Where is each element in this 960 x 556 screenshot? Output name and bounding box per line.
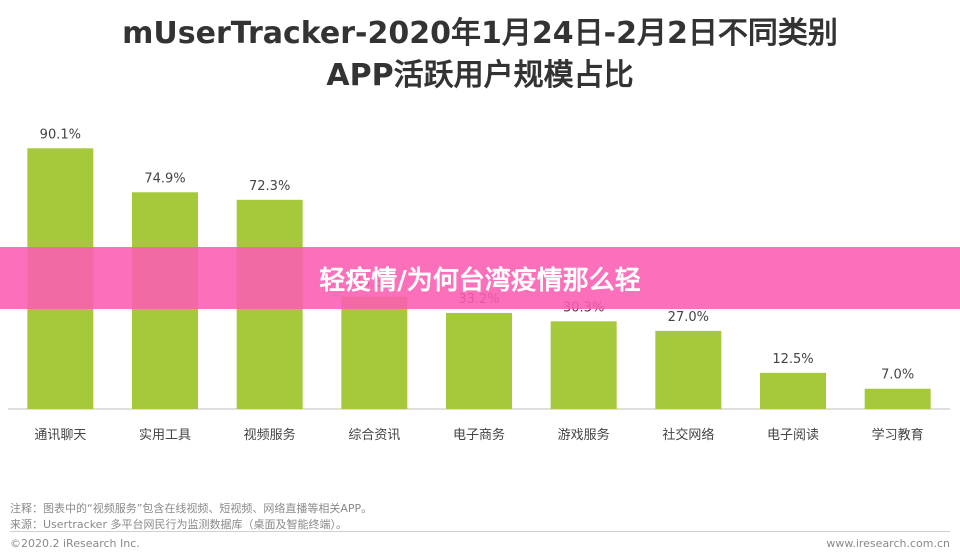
x-tick-label: 实用工具 [139, 428, 191, 443]
overlay-banner-text: 轻疫情/为何台湾疫情那么轻 [319, 265, 641, 296]
bar-value-label: 27.0% [668, 310, 709, 325]
x-tick-label: 通讯聊天 [34, 428, 86, 443]
bar[interactable] [446, 312, 512, 409]
website-text: www.iresearch.com.cn [826, 537, 950, 550]
bar-value-label: 90.1% [40, 127, 81, 142]
x-tick-label: 社交网络 [662, 427, 714, 443]
x-tick-label: 电子阅读 [767, 428, 819, 443]
x-tick-label: 电子商务 [453, 427, 505, 443]
chart-note: 注释：图表中的“视频服务”包含在线视频、短视频、网络直播等相关APP。 [10, 502, 373, 515]
bar[interactable] [550, 321, 617, 409]
chart-title: mUserTracker-2020年1月24日-2月2日不同类别 [122, 16, 838, 51]
chart-source: 来源：Usertracker 多平台网民行为监测数据库（桌面及智能终端）。 [10, 518, 347, 531]
bar-value-label: 7.0% [881, 368, 914, 383]
x-tick-label: 综合资讯 [348, 428, 400, 443]
bar[interactable] [655, 330, 722, 409]
bar-value-label: 72.3% [249, 179, 290, 194]
bar[interactable] [760, 372, 826, 409]
x-tick-label: 学习教育 [872, 427, 924, 443]
bar-value-label: 12.5% [772, 352, 813, 367]
footer-divider [10, 531, 950, 532]
bar-value-label: 74.9% [144, 171, 185, 186]
overlay-banner[interactable]: 轻疫情/为何台湾疫情那么轻 [0, 247, 960, 309]
chart-subtitle: APP活跃用户规模占比 [326, 58, 634, 93]
copyright-text: ©2020.2 iResearch Inc. [10, 537, 140, 550]
x-tick-label: 游戏服务 [558, 427, 610, 443]
x-tick-label: 视频服务 [244, 427, 296, 443]
bar[interactable] [864, 388, 931, 409]
bar[interactable] [341, 296, 408, 409]
bar-chart: 90.1%通讯聊天74.9%实用工具72.3%视频服务38.8%综合资讯33.2… [8, 127, 950, 443]
